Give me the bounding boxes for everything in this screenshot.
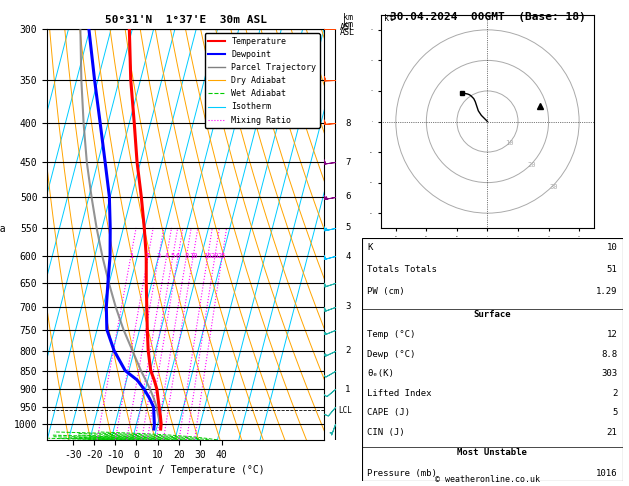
Text: 6: 6 (345, 192, 350, 201)
Text: 5: 5 (170, 253, 175, 260)
Text: 4: 4 (345, 252, 350, 261)
Text: 51: 51 (607, 265, 618, 274)
Text: θₑ(K): θₑ(K) (367, 369, 394, 379)
Text: Temp (°C): Temp (°C) (367, 330, 415, 340)
Text: 20: 20 (527, 162, 536, 169)
Text: 1016: 1016 (596, 469, 618, 478)
Text: 50°31'N  1°37'E  30m ASL: 50°31'N 1°37'E 30m ASL (104, 15, 267, 25)
Text: 4: 4 (164, 253, 169, 260)
Text: 5: 5 (345, 224, 350, 232)
Text: 1: 1 (345, 385, 350, 394)
Legend: Temperature, Dewpoint, Parcel Trajectory, Dry Adiabat, Wet Adiabat, Isotherm, Mi: Temperature, Dewpoint, Parcel Trajectory… (205, 34, 320, 128)
Text: 5: 5 (612, 408, 618, 417)
Text: 25: 25 (218, 253, 226, 260)
Text: 12: 12 (607, 330, 618, 340)
Text: 2: 2 (345, 346, 350, 355)
Text: km: km (343, 20, 353, 29)
Text: 20: 20 (211, 253, 219, 260)
Text: kt: kt (384, 14, 394, 23)
Text: CIN (J): CIN (J) (367, 428, 404, 437)
Text: 10: 10 (607, 243, 618, 252)
Text: 8: 8 (345, 119, 350, 128)
Text: 21: 21 (607, 428, 618, 437)
Text: 6: 6 (176, 253, 180, 260)
Text: km
ASL: km ASL (340, 13, 355, 33)
Text: 16: 16 (204, 253, 212, 260)
Text: 10: 10 (505, 140, 514, 146)
Text: Pressure (mb): Pressure (mb) (367, 469, 437, 478)
Text: 2: 2 (612, 389, 618, 398)
Text: ASL: ASL (340, 28, 355, 37)
Text: LCL: LCL (338, 406, 352, 415)
Text: 3: 3 (157, 253, 161, 260)
Text: 3: 3 (345, 302, 350, 312)
Text: Lifted Index: Lifted Index (367, 389, 431, 398)
Text: Most Unstable: Most Unstable (457, 448, 527, 457)
Text: 1: 1 (129, 253, 133, 260)
Text: 7: 7 (345, 157, 350, 167)
Text: K: K (367, 243, 372, 252)
Text: Dewp (°C): Dewp (°C) (367, 350, 415, 359)
Text: 1.29: 1.29 (596, 287, 618, 296)
Text: 303: 303 (601, 369, 618, 379)
Text: Surface: Surface (474, 310, 511, 319)
X-axis label: Dewpoint / Temperature (°C): Dewpoint / Temperature (°C) (106, 465, 265, 475)
Text: 8: 8 (184, 253, 189, 260)
Text: 30.04.2024  00GMT  (Base: 18): 30.04.2024 00GMT (Base: 18) (389, 12, 586, 22)
Y-axis label: hPa: hPa (0, 225, 6, 235)
Text: CAPE (J): CAPE (J) (367, 408, 410, 417)
Text: Totals Totals: Totals Totals (367, 265, 437, 274)
Text: PW (cm): PW (cm) (367, 287, 404, 296)
Text: © weatheronline.co.uk: © weatheronline.co.uk (435, 474, 540, 484)
Text: 10: 10 (189, 253, 198, 260)
Text: 2: 2 (146, 253, 150, 260)
Text: 30: 30 (549, 185, 558, 191)
Text: 8.8: 8.8 (601, 350, 618, 359)
